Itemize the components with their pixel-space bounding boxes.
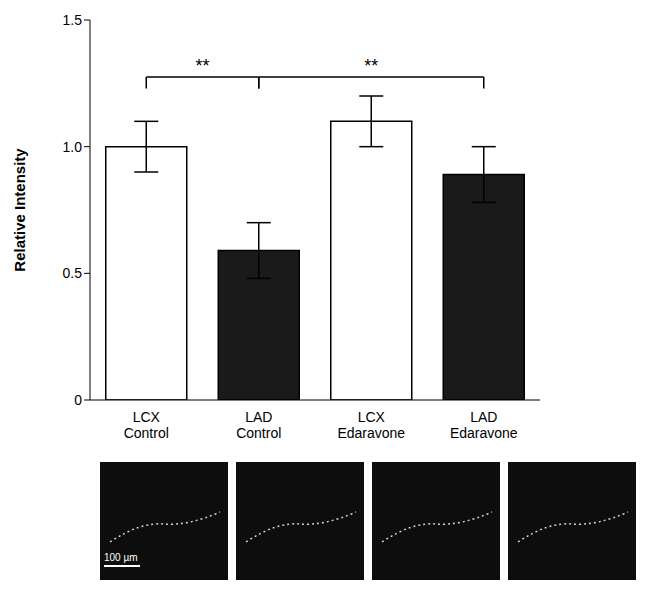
svg-text:0.5: 0.5 (63, 265, 83, 281)
svg-text:LADControl: LADControl (236, 409, 281, 441)
svg-text:Relative Intensity: Relative Intensity (11, 148, 28, 272)
svg-text:1.5: 1.5 (63, 12, 83, 28)
svg-text:LCXControl: LCXControl (124, 409, 169, 441)
svg-text:0: 0 (74, 392, 82, 408)
svg-text:**: ** (195, 56, 209, 76)
html-text:100 µm: 100 µm (104, 552, 138, 563)
svg-text:LCXEdaravone: LCXEdaravone (337, 409, 405, 441)
svg-text:1.0: 1.0 (63, 139, 83, 155)
svg-text:**: ** (364, 56, 378, 76)
svg-text:LADEdaravone: LADEdaravone (450, 409, 518, 441)
